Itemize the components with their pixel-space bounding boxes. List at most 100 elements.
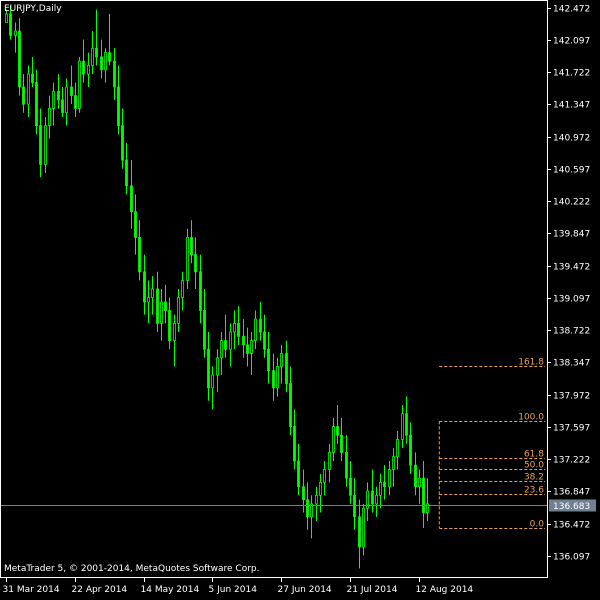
candle bbox=[32, 57, 34, 87]
candle bbox=[83, 40, 85, 83]
candle bbox=[122, 108, 124, 168]
candle-body bbox=[49, 108, 51, 125]
candle-body bbox=[354, 495, 356, 516]
candle bbox=[178, 289, 180, 332]
candle-body bbox=[101, 57, 103, 70]
candle bbox=[221, 332, 223, 375]
candle-body bbox=[303, 487, 305, 500]
y-tick-label: 142.472 bbox=[553, 5, 590, 15]
candle-body bbox=[277, 366, 279, 387]
candle bbox=[251, 332, 253, 375]
candle-body bbox=[234, 323, 236, 332]
candle bbox=[346, 435, 348, 487]
y-tick-label: 141.722 bbox=[553, 69, 590, 79]
candle-body bbox=[255, 319, 257, 340]
candle-body bbox=[359, 517, 361, 547]
symbol-title: EURJPY,Daily bbox=[4, 4, 62, 14]
candle-body bbox=[337, 427, 339, 436]
candle bbox=[230, 323, 232, 366]
candle bbox=[36, 70, 38, 134]
candle-body bbox=[372, 491, 374, 504]
candle-body bbox=[341, 435, 343, 452]
y-tick-label: 137.972 bbox=[553, 392, 590, 402]
y-tick-label: 136.097 bbox=[553, 553, 590, 563]
candle-body bbox=[15, 31, 17, 35]
current-price-label: 136.683 bbox=[553, 502, 590, 512]
candle bbox=[58, 74, 60, 108]
candle bbox=[410, 422, 412, 474]
candle bbox=[303, 470, 305, 513]
candle-body bbox=[346, 452, 348, 478]
candle-body bbox=[32, 74, 34, 83]
candle-body bbox=[40, 126, 42, 165]
y-tick-label: 140.972 bbox=[553, 134, 590, 144]
candle-body bbox=[423, 478, 425, 512]
x-tick-label: 14 May 2014 bbox=[141, 585, 200, 595]
candle bbox=[316, 487, 318, 521]
candle-body bbox=[320, 482, 322, 495]
candle bbox=[114, 48, 116, 100]
candle bbox=[152, 276, 154, 315]
candle-body bbox=[187, 237, 189, 280]
candle-body bbox=[122, 126, 124, 160]
fib-level-label: 161.8 bbox=[518, 358, 544, 368]
candle bbox=[402, 405, 404, 448]
candle bbox=[281, 345, 283, 384]
candle bbox=[298, 444, 300, 496]
candle bbox=[131, 160, 133, 229]
candle bbox=[260, 302, 262, 341]
candle bbox=[144, 255, 146, 315]
candle bbox=[324, 461, 326, 495]
candle bbox=[182, 272, 184, 311]
time-axis[interactable]: 31 Mar 2014 22 Apr 2014 14 May 2014 5 Jun 2… bbox=[3, 578, 474, 595]
candle-body bbox=[264, 332, 266, 349]
candle-body bbox=[28, 74, 30, 104]
candle bbox=[28, 65, 30, 117]
x-tick-label: 12 Aug 2014 bbox=[416, 585, 474, 595]
candle-body bbox=[200, 272, 202, 311]
candle-body bbox=[419, 478, 421, 487]
candle bbox=[290, 366, 292, 435]
candle-body bbox=[88, 65, 90, 74]
candle bbox=[75, 83, 77, 117]
candle-body bbox=[410, 435, 412, 465]
candle bbox=[363, 504, 365, 556]
y-tick-label: 139.097 bbox=[553, 295, 590, 305]
candle-body bbox=[71, 87, 73, 96]
candle bbox=[204, 289, 206, 358]
candle-body bbox=[191, 237, 193, 254]
candle-body bbox=[165, 302, 167, 311]
candle-body bbox=[273, 371, 275, 388]
candle bbox=[419, 470, 421, 504]
candle-body bbox=[118, 87, 120, 126]
candle-body bbox=[376, 495, 378, 504]
candle-body bbox=[333, 427, 335, 453]
candle-body bbox=[329, 452, 331, 469]
candle bbox=[148, 280, 150, 323]
candle-body bbox=[397, 439, 399, 456]
y-tick-label: 136.847 bbox=[553, 488, 590, 498]
candle bbox=[225, 315, 227, 358]
candle-body bbox=[393, 457, 395, 470]
candle-body bbox=[161, 302, 163, 323]
price-axis[interactable]: 142.472 142.097 141.722 141.347 140.972 140.5… bbox=[547, 5, 596, 563]
candle bbox=[161, 289, 163, 341]
candle-body bbox=[294, 427, 296, 461]
y-tick-label: 138.347 bbox=[553, 359, 590, 369]
candle bbox=[234, 310, 236, 349]
candle bbox=[191, 220, 193, 263]
candle-body bbox=[92, 48, 94, 65]
candle-body bbox=[169, 310, 171, 340]
fibonacci-retracement[interactable]: 161.8 100.0 61.850.0 38.2 23.6 0.0 bbox=[439, 358, 545, 530]
x-tick-label: 27 Jun 2014 bbox=[278, 585, 332, 595]
candle bbox=[406, 396, 408, 443]
candle bbox=[92, 31, 94, 74]
candle-body bbox=[157, 289, 159, 323]
fib-level-label: 61.8 bbox=[524, 450, 544, 460]
candle bbox=[126, 143, 128, 195]
y-tick-label: 138.722 bbox=[553, 327, 590, 337]
candle bbox=[71, 65, 73, 104]
fib-level-label: 38.2 bbox=[524, 473, 544, 483]
candle-body bbox=[363, 508, 365, 547]
